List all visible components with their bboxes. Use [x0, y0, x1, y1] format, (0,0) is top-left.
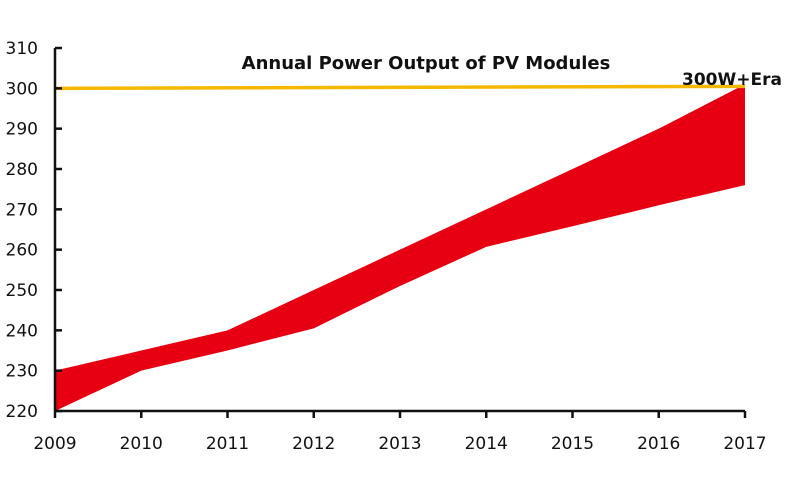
band-layer	[55, 84, 745, 412]
reference-layer	[54, 84, 746, 91]
x-tick-label: 2017	[723, 434, 766, 454]
y-tick-label: 300	[6, 79, 38, 99]
chart-title: Annual Power Output of PV Modules	[242, 53, 611, 74]
x-tick-label: 2009	[33, 434, 76, 454]
x-tick-label: 2011	[206, 434, 249, 454]
axes	[53, 46, 747, 418]
y-tick-label: 270	[6, 200, 38, 220]
y-tick-label: 230	[6, 362, 38, 382]
y-tick-label: 280	[6, 160, 38, 180]
y-tick-label: 290	[6, 120, 38, 140]
x-tick-label: 2010	[120, 434, 163, 454]
x-tick-label: 2015	[551, 434, 594, 454]
x-tick-label: 2016	[637, 434, 680, 454]
reference-line-300w	[54, 84, 746, 91]
y-tick-label: 250	[6, 281, 38, 301]
y-tick-label: 310	[6, 39, 38, 59]
x-tick-label: 2014	[465, 434, 508, 454]
y-tick-label: 260	[6, 241, 38, 261]
reference-label: 300W+Era	[682, 70, 782, 90]
y-tick-label: 240	[6, 321, 38, 341]
x-tick-label: 2013	[378, 434, 421, 454]
output-range-band	[55, 84, 745, 412]
x-tick-label: 2012	[292, 434, 335, 454]
tick-labels: 220 230 240 250 260 270 280 290 300 310 2009 2010 20…	[6, 39, 767, 454]
y-tick-label: 220	[6, 402, 38, 422]
